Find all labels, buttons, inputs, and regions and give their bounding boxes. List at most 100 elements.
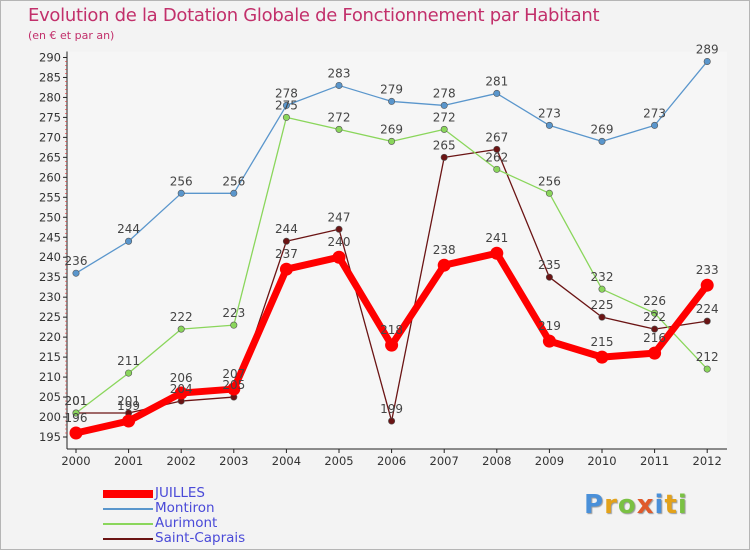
data-label-juilles: 237 — [275, 247, 298, 261]
data-label-saint-caprais: 205 — [222, 378, 245, 392]
logo-letter: x — [636, 490, 655, 520]
data-point-aurimont — [72, 409, 80, 417]
x-tick-label: 2001 — [114, 454, 143, 468]
legend-label: JUILLES — [155, 485, 205, 501]
y-tick-label: 220 — [39, 330, 61, 344]
data-point-montiron — [545, 121, 553, 129]
data-point-montiron — [440, 101, 448, 109]
data-point-aurimont — [125, 369, 133, 377]
data-point-aurimont — [651, 309, 659, 317]
data-label-saint-caprais: 235 — [538, 258, 561, 272]
logo-letter: P — [584, 490, 605, 520]
data-label-aurimont: 272 — [433, 110, 456, 124]
data-label-juilles: 215 — [591, 335, 614, 349]
data-point-aurimont — [335, 125, 343, 133]
chart-title: Evolution de la Dotation Globale de Fonc… — [28, 5, 600, 26]
legend: JUILLES Montiron Aurimont Saint-Caprais — [103, 485, 303, 546]
y-tick-label: 210 — [39, 370, 61, 384]
logo-letter: t — [664, 490, 678, 520]
data-label-saint-caprais: 247 — [328, 210, 351, 224]
plot-area — [67, 51, 727, 449]
data-label-juilles: 240 — [328, 235, 351, 249]
x-tick-label: 2002 — [167, 454, 196, 468]
data-label-montiron: 236 — [65, 254, 88, 268]
x-tick-label: 2011 — [640, 454, 669, 468]
data-point-montiron — [282, 101, 290, 109]
data-point-montiron — [703, 57, 711, 65]
data-point-montiron — [72, 269, 80, 277]
data-point-montiron — [651, 121, 659, 129]
chart-subtitle: (en € et par an) — [28, 29, 115, 42]
data-point-montiron — [177, 189, 185, 197]
data-label-montiron: 281 — [485, 74, 508, 88]
data-label-juilles: 238 — [433, 243, 456, 257]
legend-item-juilles: JUILLES — [103, 485, 303, 501]
data-point-aurimont — [598, 285, 606, 293]
data-label-saint-caprais: 199 — [380, 402, 403, 416]
data-point-juilles — [69, 426, 83, 440]
data-point-aurimont — [177, 325, 185, 333]
x-tick-label: 2005 — [324, 454, 353, 468]
data-point-juilles — [385, 338, 399, 352]
data-point-aurimont — [493, 165, 501, 173]
data-label-juilles: 219 — [538, 319, 561, 333]
y-tick-label: 225 — [39, 310, 61, 324]
data-point-montiron — [598, 137, 606, 145]
data-label-montiron: 244 — [117, 222, 140, 236]
y-tick-label: 260 — [39, 170, 61, 184]
data-point-juilles — [122, 414, 136, 428]
x-tick-label: 2006 — [377, 454, 406, 468]
data-label-aurimont: 212 — [696, 350, 719, 364]
y-tick-label: 250 — [39, 210, 61, 224]
data-label-aurimont: 226 — [643, 294, 666, 308]
data-label-aurimont: 223 — [222, 306, 245, 320]
data-label-aurimont: 275 — [275, 98, 298, 112]
y-tick-label: 230 — [39, 290, 61, 304]
data-point-aurimont — [703, 365, 711, 373]
data-label-saint-caprais: 204 — [170, 382, 193, 396]
y-tick-label: 275 — [39, 110, 61, 124]
data-point-saint-caprais — [335, 225, 343, 233]
data-label-montiron: 279 — [380, 82, 403, 96]
data-label-montiron: 256 — [222, 174, 245, 188]
data-point-saint-caprais — [440, 153, 448, 161]
data-label-juilles: 216 — [643, 331, 666, 345]
data-point-montiron — [125, 237, 133, 245]
data-point-montiron — [388, 97, 396, 105]
data-point-juilles — [279, 262, 293, 276]
data-label-aurimont: 262 — [485, 150, 508, 164]
legend-label: Montiron — [155, 500, 215, 516]
x-tick-label: 2009 — [535, 454, 564, 468]
x-tick-label: 2003 — [219, 454, 248, 468]
legend-swatch — [103, 508, 153, 510]
data-point-juilles — [490, 246, 504, 260]
data-label-aurimont: 269 — [380, 122, 403, 136]
data-point-juilles — [174, 386, 188, 400]
y-tick-label: 285 — [39, 70, 61, 84]
y-tick-label: 205 — [39, 390, 61, 404]
data-label-juilles: 199 — [117, 399, 140, 413]
y-tick-label: 200 — [39, 410, 61, 424]
y-tick-label: 265 — [39, 150, 61, 164]
y-tick-label: 255 — [39, 190, 61, 204]
x-tick-label: 2008 — [482, 454, 511, 468]
data-point-juilles — [542, 334, 556, 348]
y-tick-label: 235 — [39, 270, 61, 284]
x-tick-label: 2012 — [693, 454, 722, 468]
data-point-montiron — [230, 189, 238, 197]
data-label-montiron: 269 — [591, 122, 614, 136]
data-point-montiron — [335, 81, 343, 89]
legend-swatch — [103, 538, 153, 540]
data-label-juilles: 233 — [696, 263, 719, 277]
proxiti-logo: Proxiti — [584, 490, 688, 520]
logo-letter: i — [654, 490, 665, 520]
data-point-juilles — [595, 350, 609, 364]
data-label-montiron: 256 — [170, 174, 193, 188]
logo-letter: r — [604, 490, 618, 520]
y-tick-label: 270 — [39, 130, 61, 144]
y-tick-label: 195 — [39, 430, 61, 444]
data-point-aurimont — [545, 189, 553, 197]
logo-letter: i — [677, 490, 688, 520]
